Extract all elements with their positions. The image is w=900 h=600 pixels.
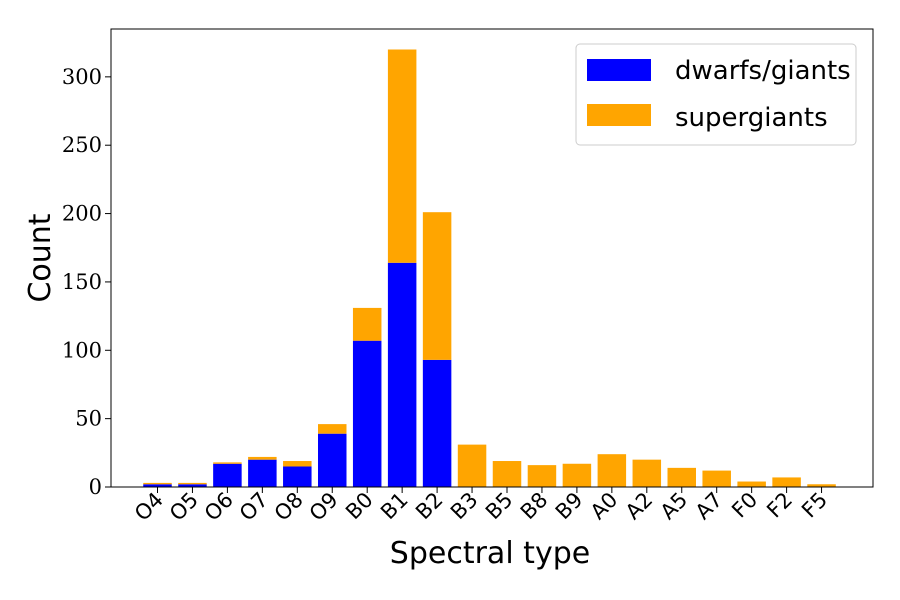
y-axis-label: Count — [23, 213, 58, 302]
x-tick-label-A7: A7 — [691, 488, 728, 525]
y-tick-label: 100 — [62, 338, 102, 362]
y-tick-label: 0 — [89, 475, 102, 499]
x-tick-label-B9: B9 — [551, 488, 588, 525]
x-tick-label-A5: A5 — [656, 488, 693, 525]
bar-supergiants-O8 — [283, 461, 312, 467]
bar-dwarfs-giants-O8 — [283, 466, 312, 487]
bar-dwarfs-giants-O9 — [318, 433, 347, 487]
x-tick-label-F2: F2 — [762, 488, 797, 523]
bar-supergiants-O4 — [143, 482, 172, 485]
x-tick-label-O4: O4 — [130, 488, 168, 526]
bar-dwarfs-giants-O6 — [213, 463, 242, 487]
x-tick-label-O5: O5 — [165, 488, 203, 526]
x-tick-label-O6: O6 — [200, 488, 238, 526]
bar-supergiants-O6 — [213, 462, 242, 464]
bar-supergiants-B9 — [562, 463, 592, 487]
bar-dwarfs-giants-O4 — [143, 484, 172, 487]
bar-supergiants-O7 — [248, 456, 277, 460]
legend-label-dwarfs-giants: dwarfs/giants — [675, 56, 851, 86]
bar-supergiants-O9 — [318, 424, 347, 434]
bar-supergiants-F0 — [737, 481, 766, 487]
x-tick-label-B0: B0 — [341, 488, 378, 525]
y-tick-label: 200 — [62, 202, 102, 226]
bar-supergiants-B8 — [527, 465, 557, 487]
bar-supergiants-B2 — [422, 212, 452, 360]
bar-dwarfs-giants-O5 — [178, 484, 207, 487]
plot-frame — [110, 28, 874, 488]
legend-swatch-supergiants — [587, 104, 651, 126]
bar-dwarfs-giants-B1 — [387, 262, 417, 487]
y-tick-label: 50 — [75, 407, 102, 431]
x-axis-label: Spectral type — [390, 536, 590, 571]
x-tick-label-B8: B8 — [516, 488, 553, 525]
bars-layer — [143, 49, 836, 487]
bar-supergiants-B3 — [457, 444, 487, 487]
legend: dwarfs/giants supergiants — [575, 43, 857, 146]
x-tick-label-A2: A2 — [621, 488, 658, 525]
bar-dwarfs-giants-O7 — [248, 459, 277, 487]
bar-supergiants-A7 — [702, 470, 731, 487]
bar-supergiants-F5 — [807, 484, 836, 487]
bar-supergiants-A5 — [667, 467, 696, 487]
x-tick-label-F5: F5 — [797, 488, 832, 523]
x-tick-label-O9: O9 — [305, 488, 343, 526]
x-tick-label-O7: O7 — [235, 488, 273, 526]
legend-swatch-dwarfs-giants — [587, 59, 651, 81]
x-tick-label-O8: O8 — [270, 488, 308, 526]
bar-supergiants-A2 — [632, 459, 662, 487]
bar-supergiants-O5 — [178, 482, 207, 485]
y-axis-ticks: 0 50 100 150 200 250 300 — [62, 65, 111, 499]
bar-supergiants-B0 — [352, 307, 382, 341]
bar-supergiants-F2 — [772, 477, 801, 487]
bar-dwarfs-giants-B2 — [422, 359, 452, 487]
y-tick-label: 150 — [62, 270, 102, 294]
x-tick-label-F0: F0 — [727, 488, 762, 523]
x-tick-label-A0: A0 — [586, 488, 623, 525]
y-tick-label: 250 — [62, 133, 102, 157]
bar-dwarfs-giants-B0 — [352, 340, 382, 487]
x-tick-label-B2: B2 — [411, 488, 448, 525]
y-tick-label: 300 — [62, 65, 102, 89]
x-tick-label-B5: B5 — [481, 488, 518, 525]
bar-supergiants-B1 — [387, 49, 417, 263]
x-tick-label-B1: B1 — [376, 488, 413, 525]
bar-supergiants-A0 — [597, 454, 627, 487]
bar-supergiants-B5 — [492, 461, 522, 487]
legend-label-supergiants: supergiants — [675, 103, 828, 133]
x-tick-label-B3: B3 — [446, 488, 483, 525]
